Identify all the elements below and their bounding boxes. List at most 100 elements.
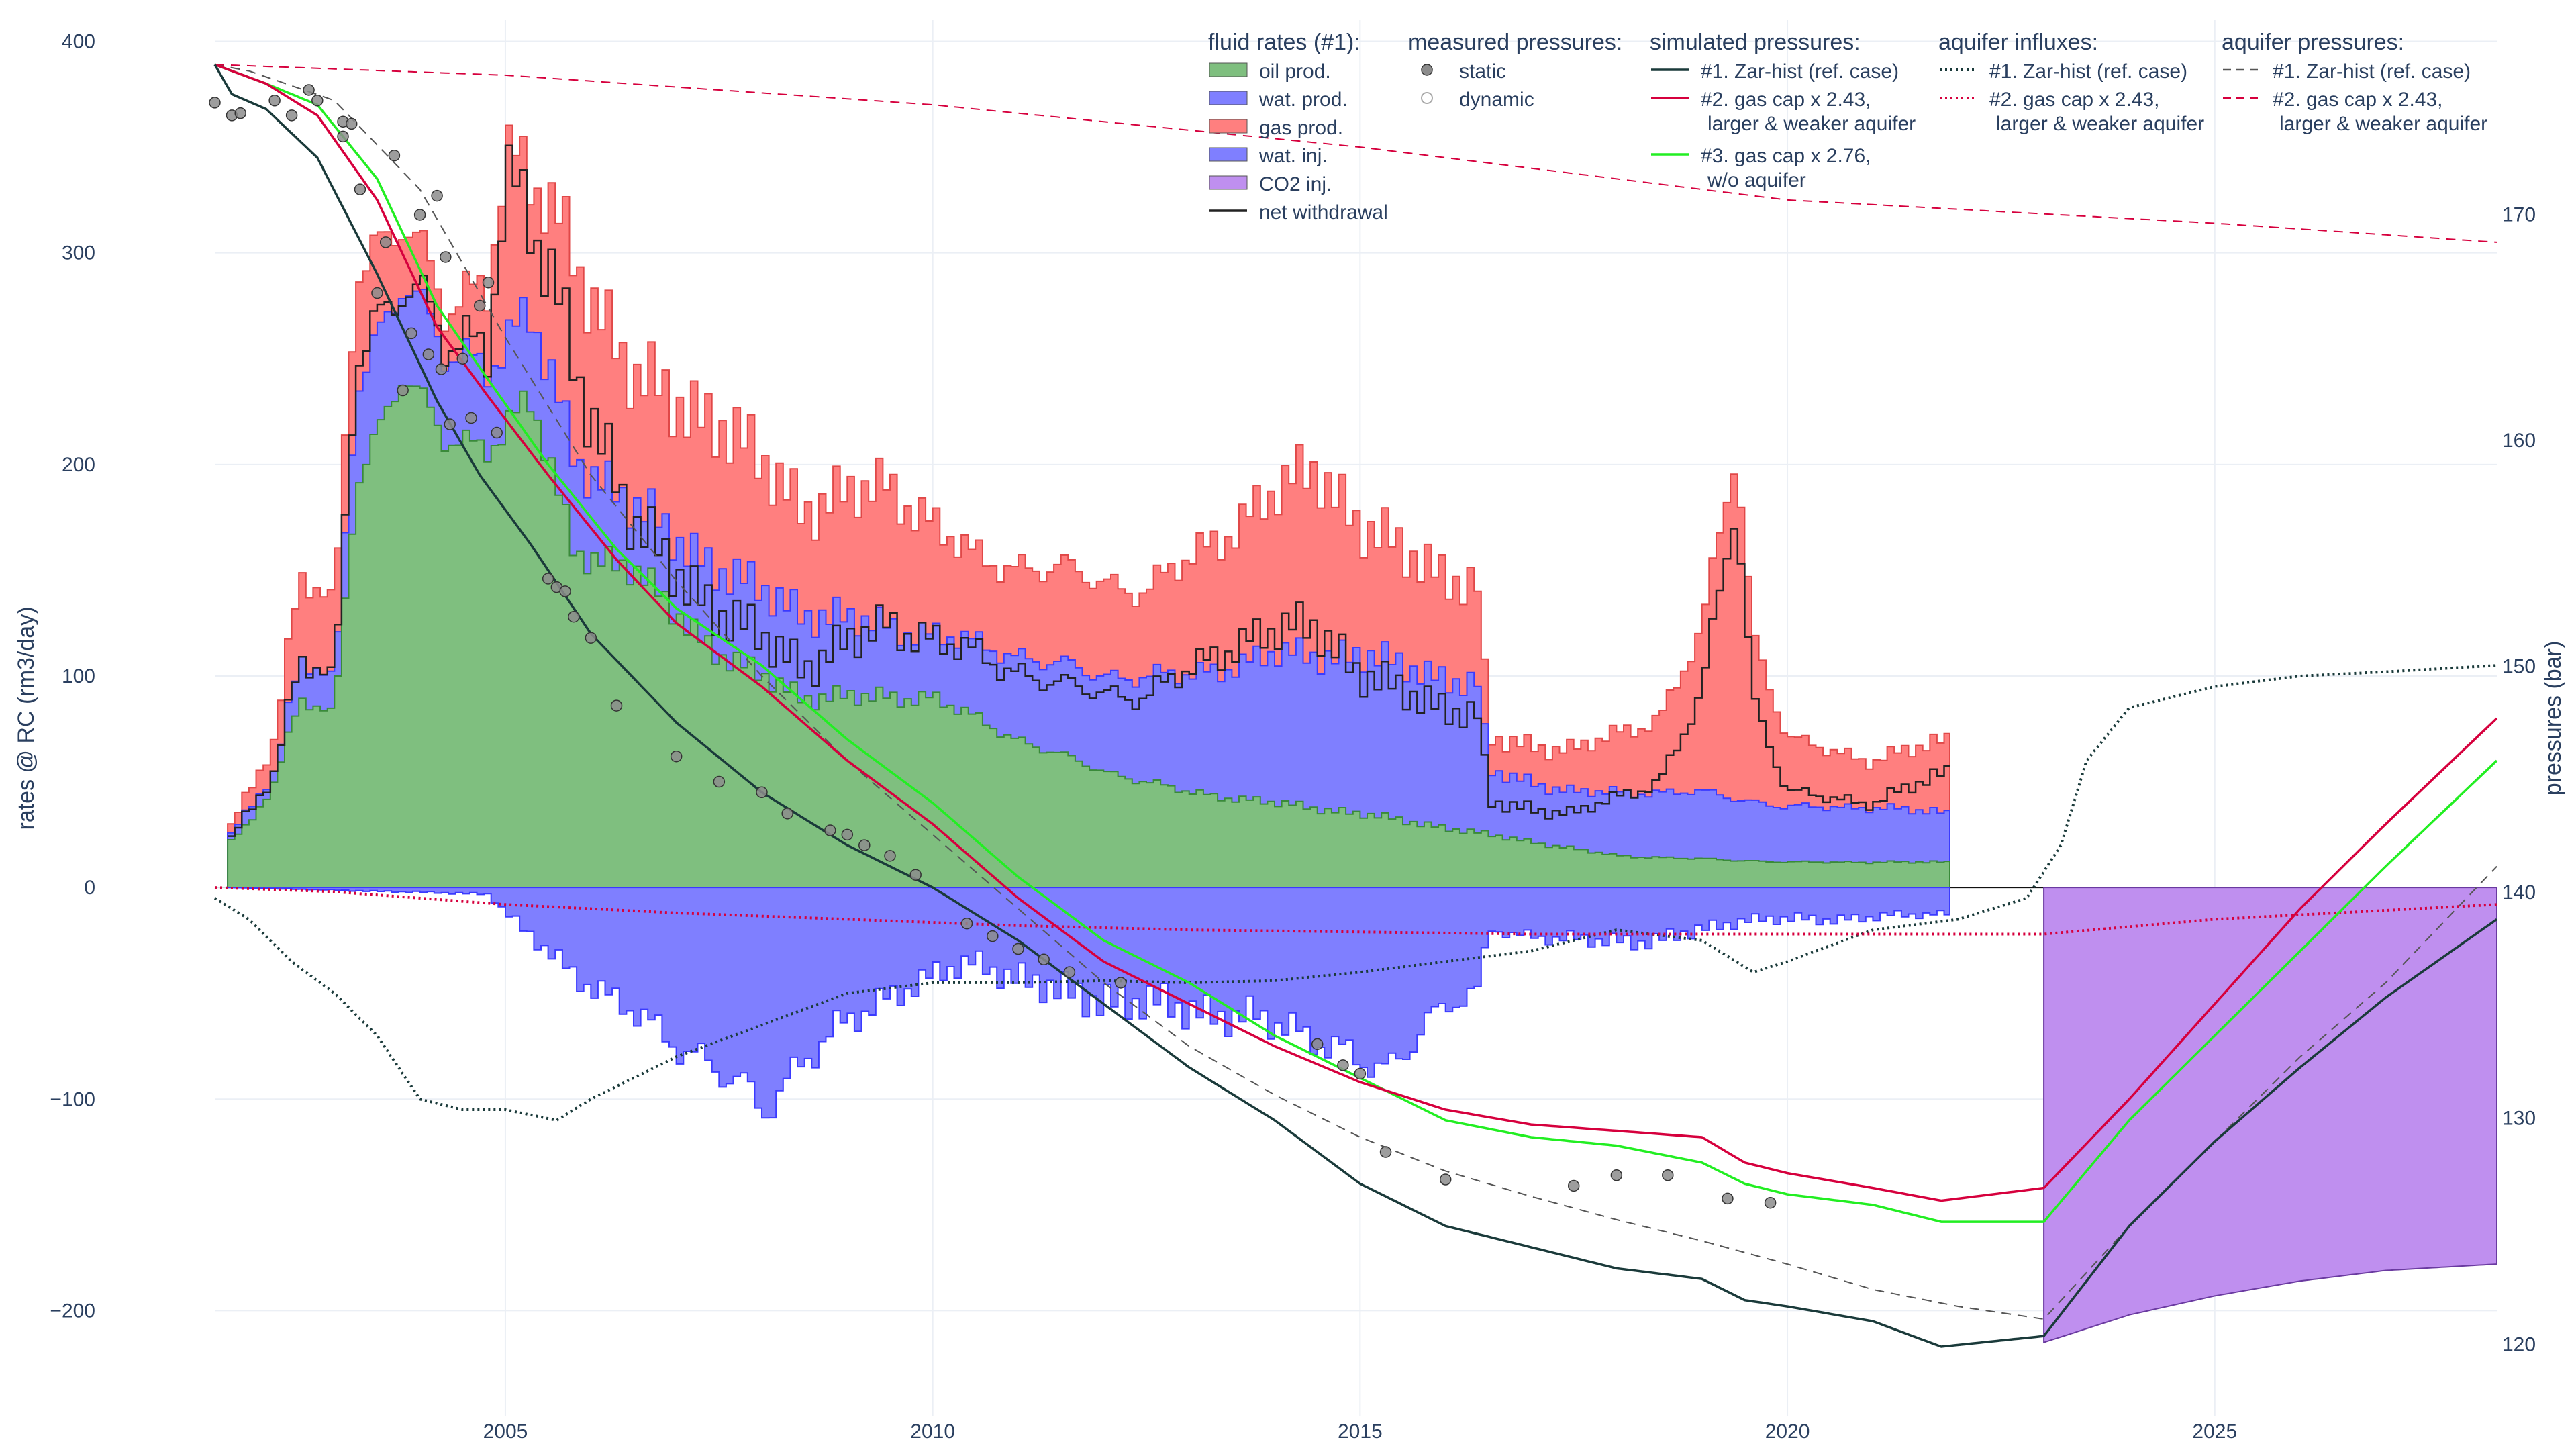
measured-static-point [397, 384, 409, 397]
measured-static-point [909, 869, 922, 881]
measured-static-point [841, 828, 854, 841]
measured-static-point [1439, 1173, 1452, 1186]
legend-item-label: #2. gas cap x 2.43, [1701, 89, 1871, 111]
y-right-tick-label: 170 [2502, 203, 2536, 226]
measured-static-point [713, 775, 726, 788]
y-left-tick-label: 100 [62, 665, 95, 687]
aquifer-pressure-2-line [214, 64, 2497, 243]
measured-static-point [444, 418, 456, 430]
legend-swatch [1209, 62, 1248, 77]
legend-item-label-cont: w/o aquifer [1707, 169, 1806, 191]
legend: fluid rates (#1): oil prod. wat. prod. gas … [1208, 30, 2487, 224]
measured-static-point [422, 348, 435, 360]
axes: 2005 2010 2015 2020 2025 −200 −100 0 100 200 300 40… [13, 31, 2566, 1443]
measured-static-point [987, 930, 999, 942]
measured-static-point [960, 917, 973, 930]
measured-static-point [1038, 953, 1050, 966]
legend-group-title: aquifer pressures: [2222, 30, 2404, 55]
legend-swatch [1209, 147, 1248, 162]
measured-static-point [1012, 942, 1024, 955]
y-left-tick-label: 0 [84, 877, 95, 899]
measured-static-point [568, 610, 580, 623]
legend-item-label-cont: larger & weaker aquifer [1707, 113, 1916, 135]
legend-item-label-cont: larger & weaker aquifer [1996, 113, 2204, 135]
legend-item-label: #1. Zar-hist (ref. case) [1701, 60, 1899, 83]
measured-static-point [1063, 966, 1076, 978]
legend-item-label: oil prod. [1259, 60, 1331, 83]
legend-item-label: #1. Zar-hist (ref. case) [2273, 60, 2471, 83]
legend-item-label: dynamic [1459, 89, 1534, 111]
measured-static-point [1610, 1169, 1623, 1181]
rate-areas [227, 124, 2497, 1344]
measured-static-point [1311, 1038, 1324, 1051]
measured-static-point [345, 117, 358, 130]
aquifer-influx-1-line [213, 664, 2497, 1122]
measured-static-point [388, 149, 401, 162]
co2-inj-area [2043, 887, 2497, 1344]
measured-static-point [491, 426, 503, 439]
measured-static-point [1354, 1067, 1367, 1080]
measured-static-point [1662, 1169, 1674, 1181]
measured-static-point [542, 573, 554, 585]
x-tick-label: 2005 [483, 1420, 528, 1443]
measured-static-point [1115, 977, 1127, 989]
measured-static-point [268, 95, 281, 107]
measured-static-point [670, 750, 683, 763]
y-left-tick-label: −200 [50, 1300, 95, 1322]
x-tick-label: 2010 [910, 1420, 955, 1443]
measured-static-point [1379, 1146, 1392, 1158]
legend-item-label: net withdrawal [1259, 201, 1388, 224]
y-left-tick-label: −100 [50, 1088, 95, 1110]
measured-static-point [559, 585, 571, 597]
measured-static-point [1764, 1196, 1777, 1209]
measured-static-point [465, 412, 477, 424]
y-right-tick-label: 120 [2502, 1333, 2536, 1355]
legend-item-label: #2. gas cap x 2.43, [1989, 89, 2160, 111]
measured-static-point [311, 95, 324, 107]
measured-static-point [413, 209, 426, 221]
y-left-tick-label: 400 [62, 31, 95, 53]
y-right-tick-label: 160 [2502, 430, 2536, 452]
measured-static-point [405, 327, 417, 340]
legend-ring-swatch [1421, 92, 1433, 104]
y-left-tick-label: 200 [62, 454, 95, 476]
measured-static-point [474, 299, 486, 312]
x-tick-label: 2020 [1765, 1420, 1810, 1443]
measured-static-point [234, 107, 246, 119]
measured-static-point [1567, 1179, 1580, 1192]
measured-static-point [303, 84, 315, 96]
wat-inj-area [227, 887, 1950, 1119]
x-tick-label: 2015 [1338, 1420, 1383, 1443]
y-left-tick-label: 300 [62, 242, 95, 264]
measured-static-point [371, 287, 383, 299]
measured-static-point [337, 130, 349, 143]
y-right-tick-label: 130 [2502, 1108, 2536, 1130]
measured-static-point [435, 363, 448, 375]
measured-static-point [884, 850, 896, 862]
legend-item-label: CO2 inj. [1259, 173, 1332, 195]
measured-static-point [824, 824, 836, 836]
measured-static-point [209, 97, 221, 109]
net-withdrawal-line [228, 144, 1950, 837]
legend-swatch [1209, 91, 1248, 105]
legend-swatch [1209, 175, 1248, 190]
y-right-tick-label: 140 [2502, 881, 2536, 904]
measured-static-point [1722, 1192, 1734, 1205]
y-left-axis-title: rates @ RC (rm3/day) [13, 606, 39, 830]
measured-static-point [456, 352, 469, 365]
measured-static-point [756, 786, 768, 799]
legend-group-title: fluid rates (#1): [1208, 30, 1360, 55]
sim-pressure-2-line [214, 63, 2498, 1202]
legend-item-label-cont: larger & weaker aquifer [2279, 113, 2487, 135]
measured-static-point [482, 277, 495, 289]
legend-item-label: static [1459, 60, 1506, 83]
measured-static-point [610, 699, 623, 712]
oil-prod-area [227, 385, 1950, 889]
legend-group-title: simulated pressures: [1650, 30, 1861, 55]
measured-static-point [379, 236, 392, 248]
legend-item-label: wat. inj. [1258, 145, 1328, 167]
series-lines [213, 63, 2498, 1348]
measured-static-point [585, 632, 597, 644]
measured-static-point [431, 189, 443, 202]
measured-static-point [858, 839, 871, 851]
